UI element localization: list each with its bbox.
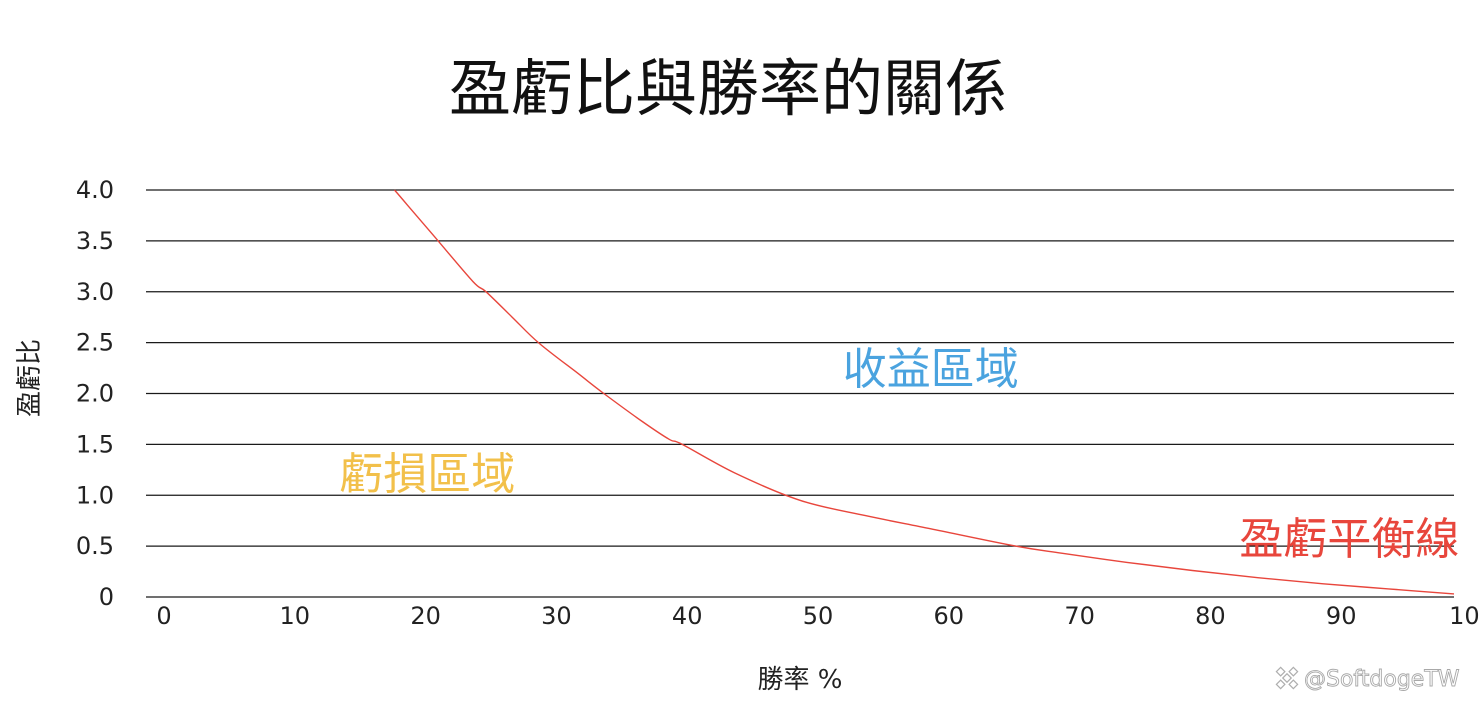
y-tick-label: 2.5 <box>76 329 114 357</box>
breakeven-line-label: 盈虧平衡線 <box>1239 514 1459 565</box>
x-tick-label: 60 <box>934 602 965 630</box>
watermark-text: @SoftdogeTW <box>1304 667 1460 692</box>
watermark: @SoftdogeTW <box>1275 666 1460 692</box>
x-tick-labels: 0 10 20 30 40 50 60 70 80 90 100 <box>156 602 1480 630</box>
y-tick-label: 1.5 <box>76 430 114 458</box>
x-tick-label: 90 <box>1326 602 1357 630</box>
y-tick-label: 1.0 <box>76 481 114 509</box>
chart-title: 盈虧比與勝率的關係 <box>449 52 1007 125</box>
y-axis-label: 盈虧比 <box>15 339 45 417</box>
binance-logo-icon <box>1275 666 1299 690</box>
x-tick-label: 10 <box>280 602 311 630</box>
grid-lines <box>146 189 1454 598</box>
y-tick-label: 3.5 <box>76 227 114 255</box>
x-tick-label: 40 <box>672 602 703 630</box>
loss-region-label: 虧損區域 <box>339 449 515 500</box>
x-tick-label: 100 <box>1449 602 1480 630</box>
x-tick-label: 80 <box>1195 602 1226 630</box>
x-axis-label: 勝率 % <box>758 665 843 695</box>
x-tick-label: 50 <box>803 602 834 630</box>
y-tick-label: 2.0 <box>76 380 114 408</box>
y-tick-label: 3.0 <box>76 278 114 306</box>
profit-region-label: 收益區域 <box>843 344 1019 395</box>
y-tick-label: 4.0 <box>76 176 114 204</box>
x-tick-label: 0 <box>156 602 171 630</box>
x-tick-label: 70 <box>1064 602 1095 630</box>
y-tick-label: 0.5 <box>76 532 114 560</box>
y-tick-labels: 0 0.5 1.0 1.5 2.0 2.5 3.0 3.5 4.0 <box>76 176 114 611</box>
series-line-breakeven <box>393 189 1455 595</box>
x-tick-label: 20 <box>410 602 441 630</box>
series-layer <box>393 189 1455 595</box>
y-tick-label: 0 <box>99 583 114 611</box>
x-tick-label: 30 <box>541 602 572 630</box>
